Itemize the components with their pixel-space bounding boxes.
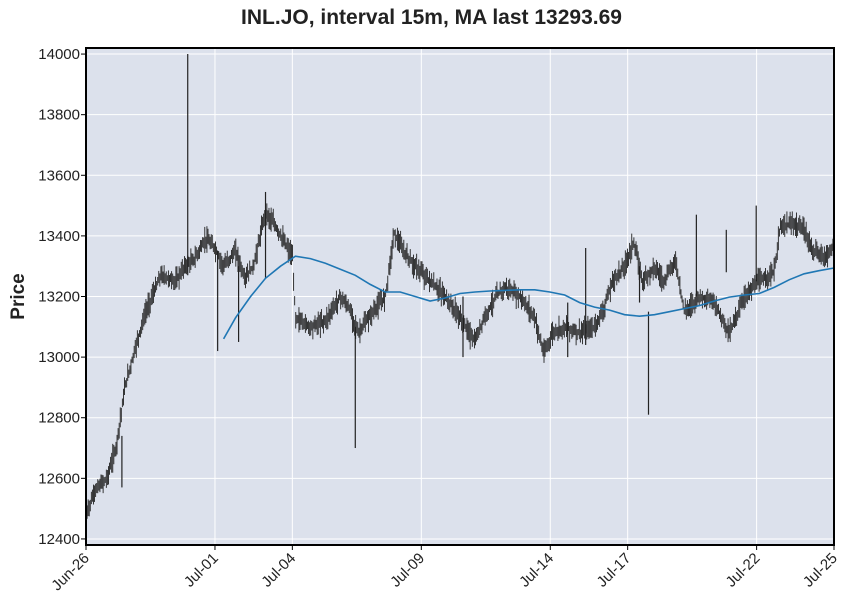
y-tick-label: 12600 xyxy=(38,470,80,487)
chart-title: INL.JO, interval 15m, MA last 13293.69 xyxy=(241,6,622,29)
x-tick-label: Jul-22 xyxy=(723,550,764,591)
price-candles xyxy=(85,203,835,519)
y-tick-label: 13200 xyxy=(38,289,80,306)
x-tick-label: Jul-17 xyxy=(594,550,635,591)
y-tick-label: 12400 xyxy=(38,531,80,548)
y-tick-label: 12800 xyxy=(38,410,80,427)
y-tick-label: 13400 xyxy=(38,228,80,245)
x-tick-label: Jul-25 xyxy=(800,550,841,591)
y-tick-label: 13000 xyxy=(38,349,80,366)
y-tick-label: 14000 xyxy=(38,46,80,63)
y-axis-ticks: 12400 12600 12800 13000 13200 13400 13600 13800… xyxy=(38,46,86,548)
price-spikes xyxy=(121,54,757,488)
y-axis-label: Price xyxy=(8,273,29,319)
x-axis-ticks: Jun-26 Jul-01 Jul-04 Jul-09 Jul-14 Jul-17 Jul-… xyxy=(48,545,841,594)
x-tick-label: Jul-04 xyxy=(258,550,299,591)
y-tick-label: 13800 xyxy=(38,107,80,124)
x-tick-label: Jul-14 xyxy=(516,550,557,591)
moving-average-line xyxy=(222,255,835,340)
y-tick-label: 13600 xyxy=(38,167,80,184)
x-tick-label: Jul-01 xyxy=(181,550,222,591)
x-tick-label: Jul-09 xyxy=(387,550,428,591)
x-tick-label: Jun-26 xyxy=(48,550,92,594)
